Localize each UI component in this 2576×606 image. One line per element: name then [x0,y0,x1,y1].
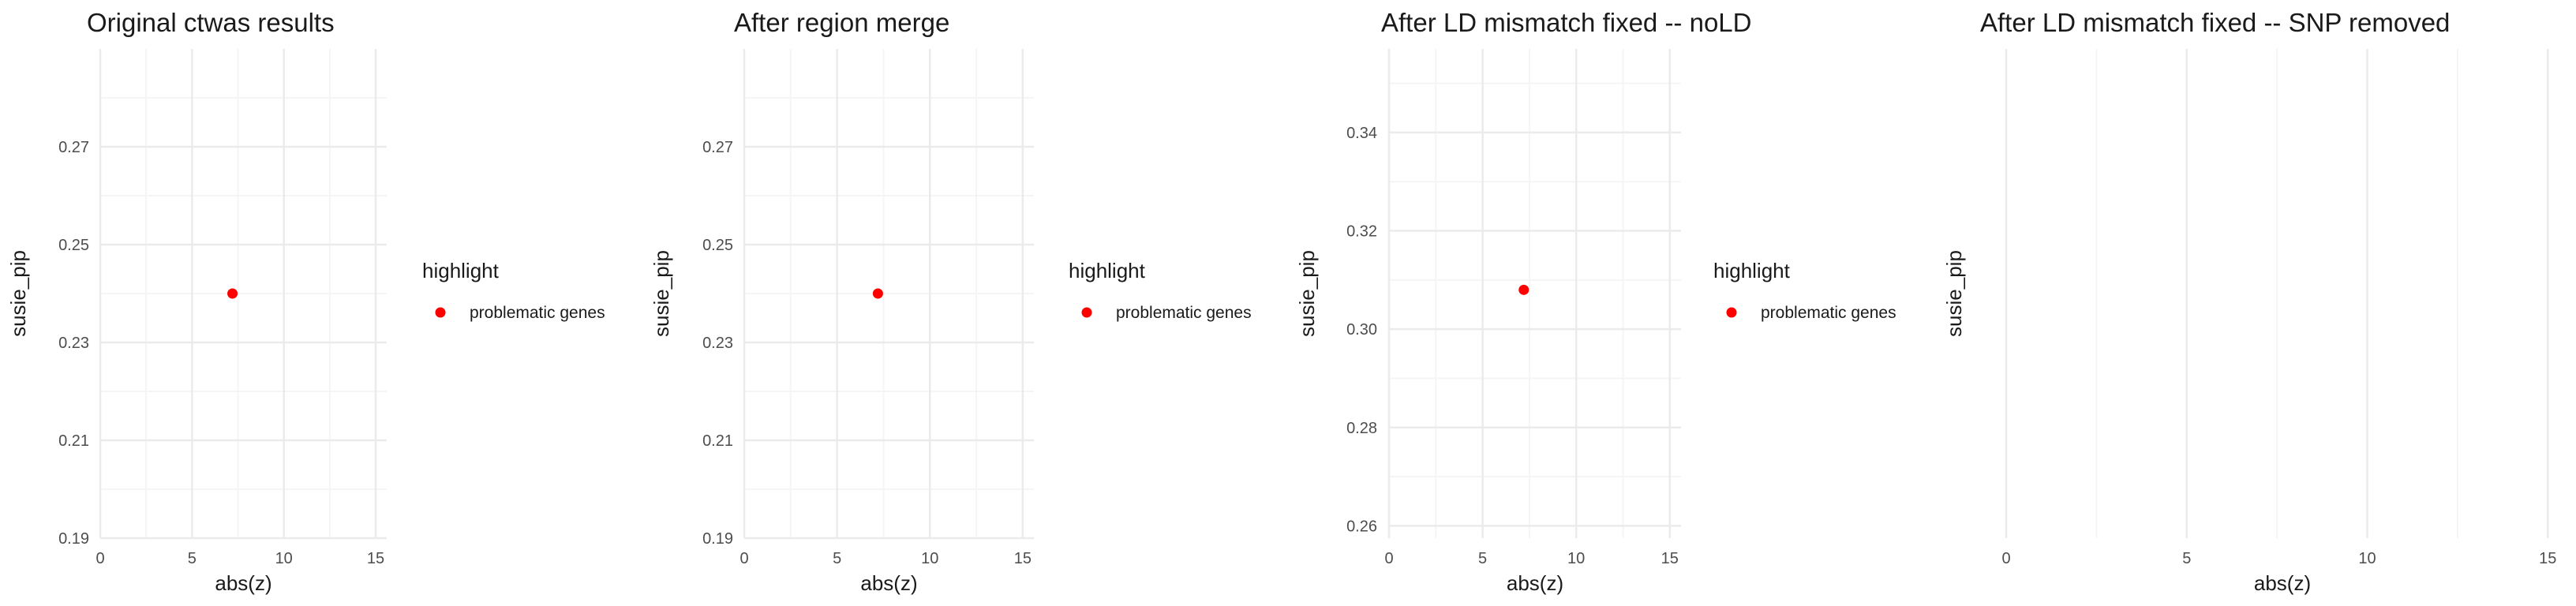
chart-title: After LD mismatch fixed -- SNP removed [1980,8,2450,37]
x-tick-label: 0 [2001,550,2010,567]
legend-label: problematic genes [1116,304,1252,322]
data-point [1518,284,1530,295]
x-tick-label: 15 [2539,550,2556,567]
y-axis-label: susie_pip [1942,250,1966,337]
plot-grid [99,49,387,540]
y-tick-label: 0.21 [58,432,89,450]
data-point [227,288,238,299]
chart-panel-4: 0 5 10 15 After LD mismatch fixed -- SNP rem… [1942,8,2556,595]
x-tick-label: 5 [188,550,197,567]
chart-title: Original ctwas results [87,8,335,37]
y-tick-label: 0.30 [1346,321,1377,339]
y-tick-label: 0.23 [58,335,89,352]
y-tick-label: 0.27 [702,139,733,156]
chart-panel-1: 0 5 10 15 0.19 0.21 0.23 0.25 0.27 Original ctwas… [6,8,605,595]
x-tick-label: 5 [2182,550,2191,567]
x-tick-label: 10 [921,550,938,567]
x-tick-label: 15 [1661,550,1679,567]
x-axis-label: abs(z) [1507,571,1563,595]
x-axis-label: abs(z) [215,571,271,595]
legend-marker [1081,307,1092,318]
legend-label: problematic genes [1761,304,1896,322]
y-tick-label: 0.19 [702,530,733,548]
plot-grid [1387,49,1681,538]
legend: highlight problematic genes [422,259,605,322]
x-tick-label: 0 [95,550,104,567]
chart-title: After region merge [734,8,949,37]
x-axis-label: abs(z) [860,571,917,595]
x-tick-label: 10 [2358,550,2376,567]
x-tick-label: 15 [1014,550,1032,567]
y-tick-label: 0.27 [58,139,89,156]
x-tick-label: 10 [275,550,293,567]
chart-panel-3: 0 5 10 15 0.26 0.28 0.30 0.32 0.34 After LD misma… [1295,8,1896,595]
y-tick-label: 0.26 [1346,518,1377,535]
y-axis-label: susie_pip [650,250,673,337]
y-tick-label: 0.25 [702,237,733,254]
chart-title: After LD mismatch fixed -- noLD [1381,8,1751,37]
x-tick-label: 5 [833,550,841,567]
plot-grid [743,49,1034,540]
plot-grid [2005,49,2549,538]
y-tick-label: 0.32 [1346,223,1377,241]
y-tick-label: 0.25 [58,237,89,254]
x-tick-label: 0 [739,550,748,567]
y-axis-label: susie_pip [6,250,30,337]
x-tick-label: 15 [367,550,384,567]
data-point [872,288,883,299]
legend-title: highlight [422,259,500,282]
legend: highlight problematic genes [1713,259,1896,322]
legend: highlight problematic genes [1069,259,1252,322]
legend-marker [435,307,446,318]
legend-title: highlight [1069,259,1146,282]
y-tick-label: 0.23 [702,335,733,352]
legend-label: problematic genes [470,304,605,322]
y-tick-label: 0.28 [1346,420,1377,437]
legend-title: highlight [1713,259,1791,282]
legend-marker [1726,307,1737,318]
y-tick-label: 0.21 [702,432,733,450]
y-axis-label: susie_pip [1295,250,1319,337]
y-tick-label: 0.19 [58,530,89,548]
y-tick-label: 0.34 [1346,125,1377,142]
x-axis-label: abs(z) [2254,571,2311,595]
x-tick-label: 5 [1478,550,1487,567]
x-tick-label: 10 [1567,550,1585,567]
x-tick-label: 0 [1384,550,1393,567]
chart-panel-2: 0 5 10 15 0.19 0.21 0.23 0.25 0.27 After region m… [650,8,1252,595]
